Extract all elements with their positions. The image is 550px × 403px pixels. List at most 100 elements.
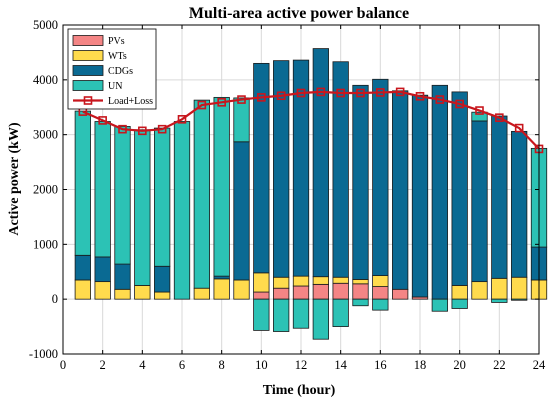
bar-pvs <box>372 286 389 300</box>
bar-cdgs <box>332 61 349 278</box>
x-tick-label: 24 <box>533 358 546 372</box>
y-tick-label: 1000 <box>33 237 58 251</box>
legend-label: PVs <box>108 36 125 47</box>
bar-cdgs <box>253 62 270 274</box>
x-tick-label: 10 <box>255 358 268 372</box>
legend-label: UN <box>108 81 122 92</box>
y-tick-label: 0 <box>52 292 58 306</box>
x-tick-label: 14 <box>334 358 347 372</box>
y-tick-label: -1000 <box>29 347 58 361</box>
legend: PVs WTs CDGs UN Load+Loss <box>67 28 157 110</box>
x-tick-label: 4 <box>139 358 146 372</box>
bar-cdgs <box>312 48 329 278</box>
line-marker <box>296 88 306 98</box>
bar-cdgs <box>392 90 409 290</box>
line-marker <box>197 100 207 110</box>
bar-pvs <box>392 288 409 300</box>
x-axis-label: Time (hour) <box>263 383 336 398</box>
line-marker <box>514 123 524 133</box>
bar-un <box>491 298 508 303</box>
line-marker <box>118 124 127 134</box>
bar-cdgs <box>471 120 488 283</box>
bar-cdgs <box>431 84 448 300</box>
bar-un <box>233 97 250 143</box>
chart-title: Multi-area active power balance <box>189 5 409 22</box>
x-tick-label: 20 <box>453 358 466 372</box>
bar-wts <box>94 281 111 300</box>
bar-wts <box>312 276 329 285</box>
x-tick-label: 18 <box>414 358 427 372</box>
y-tick-label: 3000 <box>33 128 58 142</box>
bar-wts <box>74 279 91 300</box>
bar-pvs <box>352 283 369 300</box>
bar-un <box>114 126 131 265</box>
bar-wts <box>233 279 250 300</box>
line-marker <box>336 88 345 98</box>
bar-wts <box>292 275 310 287</box>
line-marker <box>475 106 484 115</box>
bars <box>74 48 548 340</box>
bar-cdgs <box>114 263 131 290</box>
bar-un <box>173 121 191 300</box>
line-marker <box>217 98 226 107</box>
legend-swatch-cdgs <box>72 65 104 76</box>
bar-un <box>292 298 310 329</box>
line-marker <box>237 95 246 104</box>
bar-wts <box>273 276 290 289</box>
bar-un <box>312 298 329 340</box>
bar-un <box>213 96 230 277</box>
bar-cdgs <box>94 256 111 283</box>
bar-un <box>154 127 171 267</box>
bar-un <box>273 298 290 332</box>
x-tick-label: 0 <box>60 358 66 372</box>
legend-swatch-pvs <box>72 35 104 46</box>
bar-cdgs <box>74 254 91 281</box>
bar-cdgs <box>372 78 389 276</box>
bar-pvs <box>312 283 329 300</box>
legend-label: CDGs <box>108 66 133 77</box>
bar-un <box>352 298 369 307</box>
bar-cdgs <box>352 84 369 280</box>
bar-wts <box>332 276 349 284</box>
bar-cdgs <box>511 130 528 278</box>
bar-pvs <box>253 291 270 300</box>
legend-label: WTs <box>108 51 127 62</box>
bar-wts <box>451 285 468 300</box>
bar-un <box>471 111 488 122</box>
line-marker <box>257 93 266 102</box>
x-tick-label: 12 <box>295 358 308 372</box>
bar-un <box>193 99 210 289</box>
bar-cdgs <box>154 265 171 293</box>
line-marker <box>98 116 107 125</box>
bar-un <box>134 129 151 286</box>
line-marker <box>455 99 464 109</box>
line-marker <box>495 113 504 122</box>
bar-cdgs <box>273 60 290 278</box>
bar-wts <box>213 278 230 300</box>
bar-wts <box>511 276 528 300</box>
line-marker <box>435 95 445 104</box>
x-tick-label: 22 <box>493 358 506 372</box>
line-marker <box>415 91 425 101</box>
x-tick-label: 16 <box>374 358 387 372</box>
bar-cdgs <box>491 115 508 279</box>
bar-wts <box>352 279 369 285</box>
y-tick-label: 4000 <box>33 73 58 87</box>
y-tick-label: 2000 <box>33 183 58 197</box>
bar-pvs <box>292 285 310 300</box>
bar-wts <box>253 272 270 293</box>
load-loss-line <box>78 87 544 154</box>
bar-cdgs <box>292 59 310 277</box>
legend-swatch-wts <box>72 50 104 61</box>
bar-un <box>94 121 111 258</box>
line-marker <box>356 88 365 98</box>
bar-wts <box>372 275 389 287</box>
line-marker <box>395 87 405 97</box>
legend-swatch-un <box>72 80 104 91</box>
legend-marker-swatch <box>83 96 93 105</box>
bar-wts <box>134 285 151 300</box>
bar-wts <box>154 291 171 300</box>
line-marker <box>376 88 385 97</box>
bar-cdgs <box>213 275 230 280</box>
